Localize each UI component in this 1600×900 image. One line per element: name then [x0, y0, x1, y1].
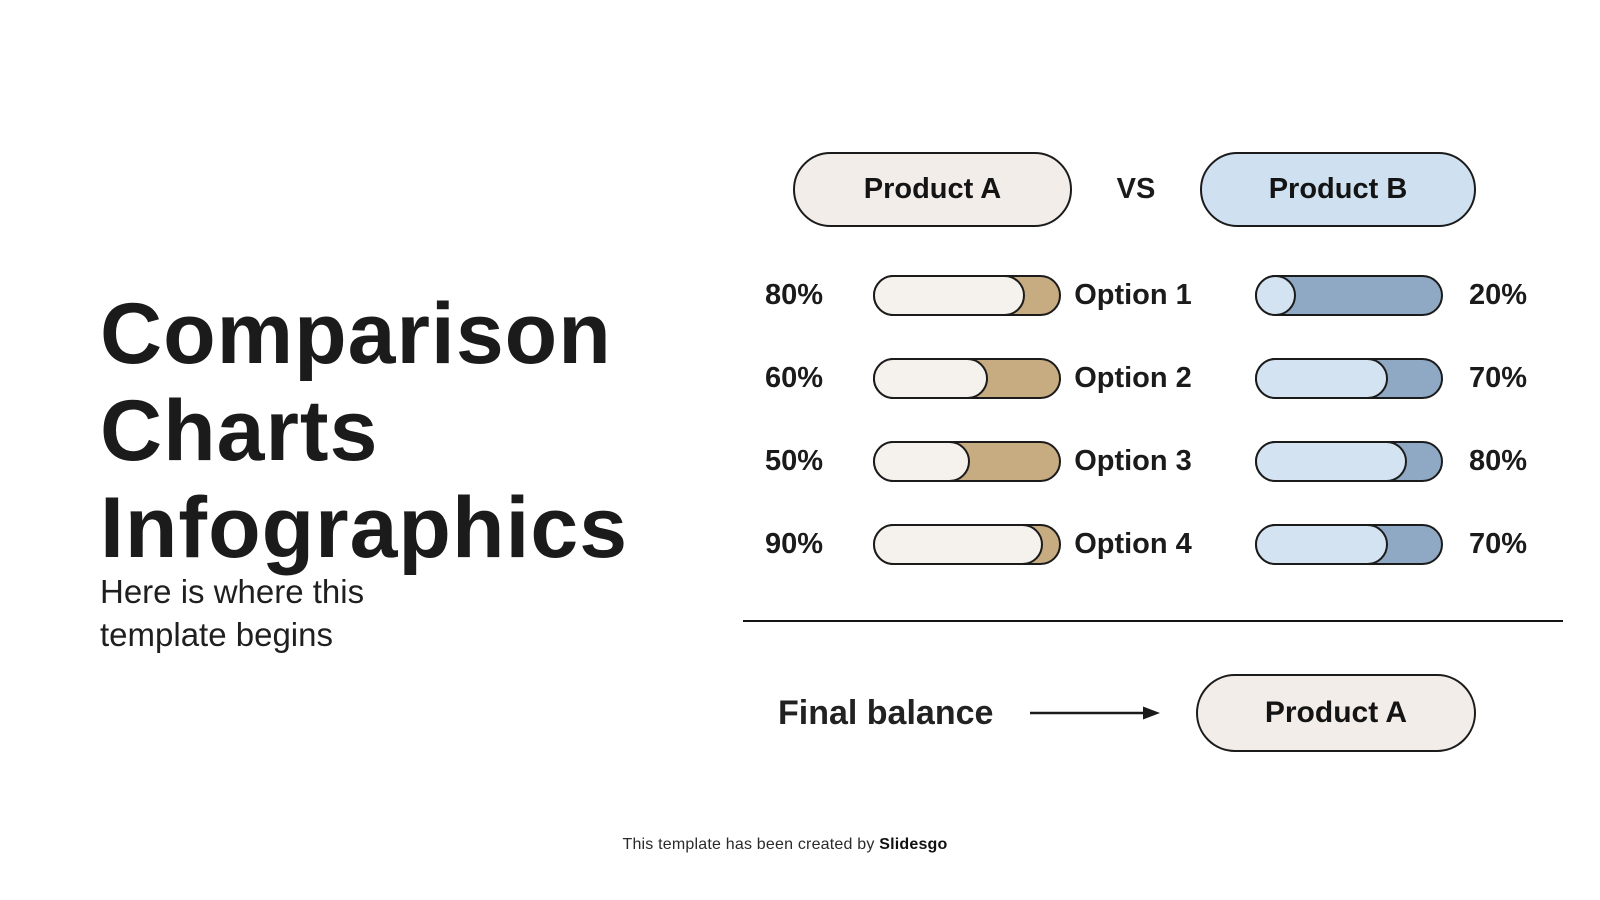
- footer-credit-text: This template has been created by: [622, 836, 880, 853]
- footer-brand: Slidesgo: [879, 836, 948, 853]
- final-balance-label: Final balance: [778, 693, 994, 732]
- product-b-bar-fill: [1254, 440, 1407, 482]
- product-a-bar-fill: [872, 357, 988, 399]
- product-a-bar-fill: [872, 440, 970, 482]
- product-a-bar-fill: [872, 274, 1025, 316]
- option-label: Option 3: [1074, 445, 1192, 477]
- product-a-bar: [872, 357, 1061, 399]
- product-b-percent: 70%: [1469, 528, 1528, 560]
- product-b-bar: [1254, 274, 1443, 316]
- subtitle-line-1: Here is where this: [100, 573, 365, 610]
- arrow-right-icon: [993, 704, 1196, 722]
- product-b-bar-fill: [1254, 357, 1389, 399]
- product-a-percent: 60%: [765, 362, 824, 394]
- footer-credit: This template has been created by Slides…: [0, 836, 1570, 854]
- product-a-bar: [872, 274, 1061, 316]
- product-a-bar: [872, 523, 1061, 565]
- product-b-bar-fill: [1254, 274, 1297, 316]
- product-a-bar-fill: [872, 523, 1044, 565]
- product-b-pill: Product B: [1200, 152, 1476, 227]
- divider-line: [743, 620, 1563, 622]
- product-b-bar: [1254, 357, 1443, 399]
- product-b-bar: [1254, 440, 1443, 482]
- final-result-pill: Product A: [1196, 674, 1476, 752]
- product-a-percent: 80%: [765, 279, 824, 311]
- vs-label: VS: [1116, 173, 1156, 205]
- subtitle-line-2: template begins: [100, 616, 333, 653]
- comparison-row-option-1: 80% Option 1 20%: [743, 254, 1563, 337]
- product-a-percent: 50%: [765, 445, 824, 477]
- comparison-row-option-4: 90% Option 4 70%: [743, 503, 1563, 586]
- legend-row: Product A VS Product B: [743, 152, 1563, 227]
- page-title: Comparison Charts Infographics: [100, 286, 628, 577]
- product-b-bar-fill: [1254, 523, 1389, 565]
- product-a-pill: Product A: [793, 152, 1072, 227]
- comparison-row-option-3: 50% Option 3 80%: [743, 420, 1563, 503]
- product-b-bar: [1254, 523, 1443, 565]
- product-a-bar: [872, 440, 1061, 482]
- title-line-1: Comparison: [100, 285, 612, 382]
- option-label: Option 2: [1074, 362, 1192, 394]
- comparison-chart: Product A VS Product B 80% Option 1 20% …: [743, 152, 1563, 753]
- product-b-percent: 70%: [1469, 362, 1528, 394]
- comparison-rows: 80% Option 1 20% 60% Option 2 70% 50%: [743, 254, 1563, 586]
- comparison-row-option-2: 60% Option 2 70%: [743, 337, 1563, 420]
- title-line-2: Charts: [100, 382, 379, 479]
- title-line-3: Infographics: [100, 479, 629, 576]
- product-a-percent: 90%: [765, 528, 824, 560]
- product-b-percent: 20%: [1469, 279, 1528, 311]
- final-balance-row: Final balance Product A: [743, 673, 1563, 753]
- option-label: Option 4: [1074, 528, 1192, 560]
- option-label: Option 1: [1074, 279, 1192, 311]
- product-b-percent: 80%: [1469, 445, 1528, 477]
- page-subtitle: Here is where this template begins: [100, 570, 364, 656]
